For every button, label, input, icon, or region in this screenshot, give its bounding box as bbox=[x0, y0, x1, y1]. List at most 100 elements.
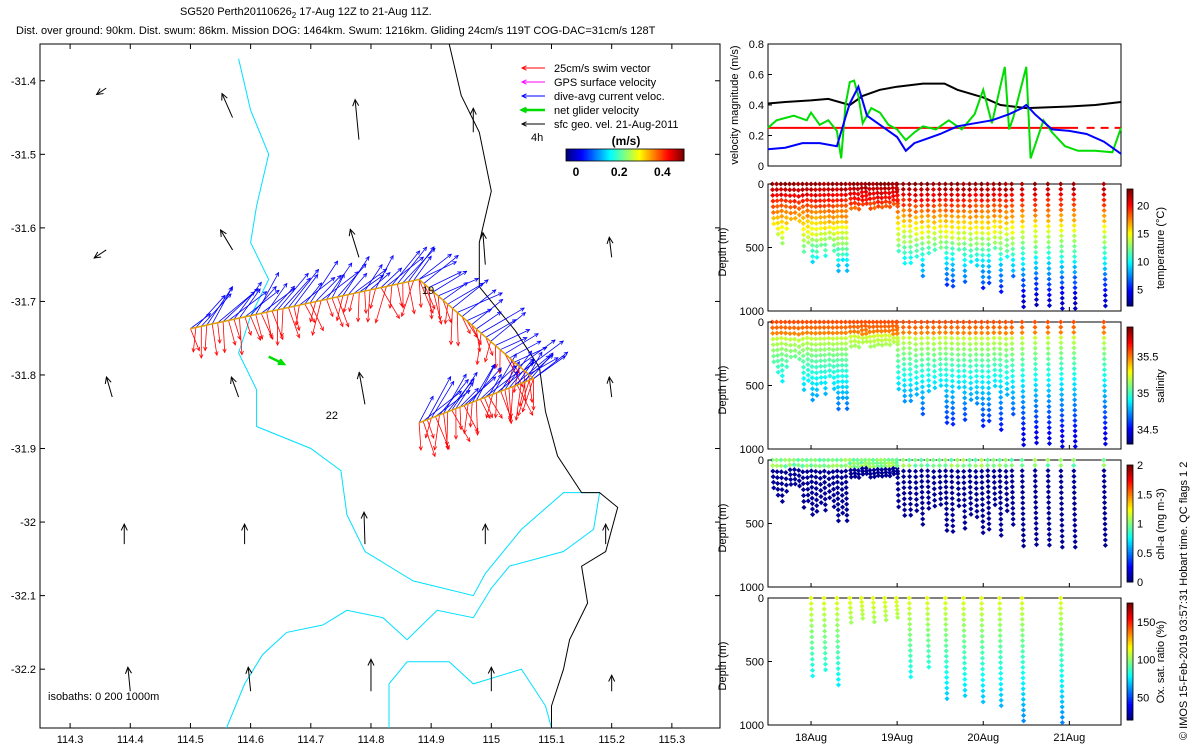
temperature-point bbox=[787, 198, 793, 204]
chla-point bbox=[805, 486, 811, 492]
salinity-point bbox=[801, 387, 807, 393]
temperature-point bbox=[998, 251, 1004, 257]
temperature-point bbox=[973, 219, 979, 225]
chla-point bbox=[1058, 473, 1064, 479]
salinity-point bbox=[1059, 402, 1065, 408]
swim-arrow-0-25-head bbox=[329, 312, 334, 318]
chla-point bbox=[1010, 511, 1016, 517]
salinity-cbar-cell bbox=[1127, 427, 1133, 431]
chla-point bbox=[808, 462, 814, 469]
dac-arrow-0-30 bbox=[353, 268, 387, 294]
salinity-point bbox=[1033, 419, 1039, 425]
colorbar-frame bbox=[565, 148, 685, 162]
chla-point bbox=[800, 475, 806, 481]
salinity-point bbox=[998, 384, 1004, 390]
salinity-point bbox=[1019, 335, 1025, 341]
chla-point bbox=[801, 498, 807, 505]
chla-point bbox=[839, 498, 845, 504]
salinity-point bbox=[887, 337, 893, 343]
swim-arrow-1-6 bbox=[444, 304, 449, 324]
swim-arrow-0-19-head bbox=[296, 326, 301, 332]
chla-point bbox=[1019, 468, 1025, 474]
oxygen-point bbox=[979, 617, 985, 623]
temperature-point bbox=[875, 203, 881, 209]
dac-arrow-2-27 bbox=[422, 390, 462, 422]
chla-point bbox=[930, 457, 936, 463]
chla-point bbox=[943, 468, 949, 474]
colorbar-cell bbox=[595, 149, 598, 161]
salinity-point bbox=[1059, 423, 1065, 429]
temperature-point bbox=[1071, 228, 1077, 234]
map-xtick-label: 114.7 bbox=[297, 734, 324, 746]
title-rest: 17-Aug 12Z to 21-Aug 11Z. bbox=[296, 6, 432, 18]
colorbar-cell bbox=[567, 149, 571, 161]
salinity-point bbox=[908, 387, 914, 393]
salinity-point bbox=[991, 351, 997, 357]
chla-point bbox=[784, 488, 790, 494]
temperature-point bbox=[1032, 186, 1038, 192]
swim-arrow-0-3 bbox=[204, 325, 208, 351]
temperature-point bbox=[979, 208, 985, 214]
oxygen-point bbox=[943, 616, 949, 622]
swim-arrow-1-9-head bbox=[466, 329, 471, 335]
chla-cbar-cell bbox=[1127, 572, 1133, 576]
temperature-point bbox=[955, 225, 962, 231]
swim-arrow-0-24-head bbox=[311, 331, 316, 336]
temperature-point bbox=[1059, 305, 1065, 312]
temperature-cbar-cell bbox=[1127, 268, 1133, 272]
salinity-point bbox=[992, 367, 998, 373]
salinity-point bbox=[797, 356, 803, 362]
chla-point bbox=[1102, 537, 1108, 543]
oxygen-xtick-label: 20Aug bbox=[967, 732, 999, 744]
salinity-cbar-cell bbox=[1127, 364, 1133, 368]
swim-arrow-0-30-head bbox=[348, 307, 353, 313]
temperature-point bbox=[1059, 269, 1065, 275]
oxygen-point bbox=[961, 617, 967, 623]
chla-point bbox=[1071, 479, 1077, 485]
track-label-0: 19 bbox=[422, 285, 434, 297]
dac-arrow-0-17 bbox=[282, 277, 311, 309]
swim-arrow-0-6 bbox=[222, 321, 226, 353]
oxygen-point bbox=[961, 622, 967, 628]
chla-point bbox=[986, 505, 992, 511]
swim-arrow-2-9-head bbox=[493, 413, 498, 419]
chla-point bbox=[979, 468, 985, 474]
temperature-point bbox=[1059, 295, 1065, 301]
temperature-point bbox=[1033, 244, 1039, 250]
temperature-point bbox=[901, 223, 907, 229]
swim-arrow-0-28 bbox=[336, 295, 344, 321]
chla-point bbox=[980, 513, 986, 519]
temperature-point bbox=[830, 198, 836, 204]
swim-arrow-2-27 bbox=[422, 421, 436, 457]
colorbar-cell bbox=[607, 149, 610, 161]
salinity-point bbox=[924, 330, 931, 336]
salinity-point bbox=[950, 400, 956, 406]
colorbar-tick-label: 0.4 bbox=[654, 165, 671, 179]
swim-arrow-0-10 bbox=[244, 316, 252, 336]
chla-point bbox=[954, 457, 960, 463]
sfc-geo-arrow-5 bbox=[220, 229, 233, 251]
chla-point bbox=[992, 502, 998, 508]
chla-point bbox=[956, 491, 962, 497]
swim-arrow-2-24-head bbox=[445, 444, 450, 450]
swim-arrow-1-14-head bbox=[489, 351, 494, 357]
salinity-cbar-tick-label: 35.5 bbox=[1137, 351, 1158, 363]
map-xtick-label: 115.2 bbox=[598, 734, 625, 746]
chla-cbar-cell bbox=[1127, 549, 1133, 553]
chla-point bbox=[949, 484, 955, 491]
temperature-point bbox=[931, 208, 937, 214]
chla-point bbox=[817, 481, 824, 487]
oxygen-point bbox=[925, 637, 931, 644]
salinity-point bbox=[796, 350, 802, 356]
colorbar-cell bbox=[621, 149, 624, 161]
chla-cbar-cell bbox=[1127, 507, 1133, 510]
dac-arrow-1-13-head bbox=[520, 307, 525, 312]
dac-arrow-2-12-head bbox=[514, 371, 519, 376]
legend-arrow-2-head bbox=[520, 93, 527, 99]
salinity-point bbox=[932, 379, 938, 385]
oxygen-point bbox=[834, 595, 840, 601]
chla-point bbox=[871, 467, 877, 473]
chla-point bbox=[1046, 531, 1052, 537]
dac-arrow-0-26-head bbox=[340, 273, 345, 279]
chla-point bbox=[950, 528, 956, 535]
